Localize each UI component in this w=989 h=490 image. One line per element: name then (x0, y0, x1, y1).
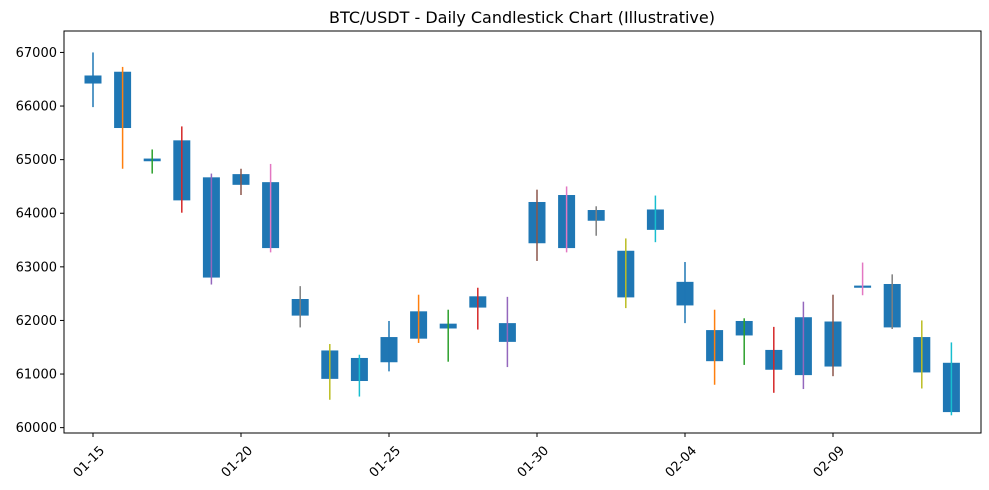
y-tick-label: 66000 (16, 100, 57, 115)
x-tick-label: 01-20 (219, 443, 256, 480)
y-tick-label: 62000 (16, 314, 57, 329)
chart-title: BTC/USDT - Daily Candlestick Chart (Illu… (329, 8, 715, 27)
candles-layer (84, 52, 960, 416)
y-tick-label: 63000 (16, 260, 57, 275)
x-tick-label: 01-15 (71, 443, 108, 480)
y-tick-label: 61000 (16, 368, 57, 383)
y-tick-label: 67000 (16, 46, 57, 61)
y-axis: 60000 61000 62000 63000 64000 65000 66000 67000 (16, 46, 64, 436)
x-tick-label: 02-09 (811, 443, 848, 480)
x-axis: 01-15 01-20 01-25 01-30 02-04 02-09 (71, 433, 848, 481)
y-tick-label: 64000 (16, 207, 57, 222)
y-tick-label: 60000 (16, 421, 57, 436)
x-tick-label: 01-30 (515, 443, 552, 480)
x-tick-label: 01-25 (367, 443, 404, 480)
plot-frame (63, 30, 982, 434)
x-tick-label: 02-04 (663, 443, 700, 480)
y-tick-label: 65000 (16, 153, 57, 168)
